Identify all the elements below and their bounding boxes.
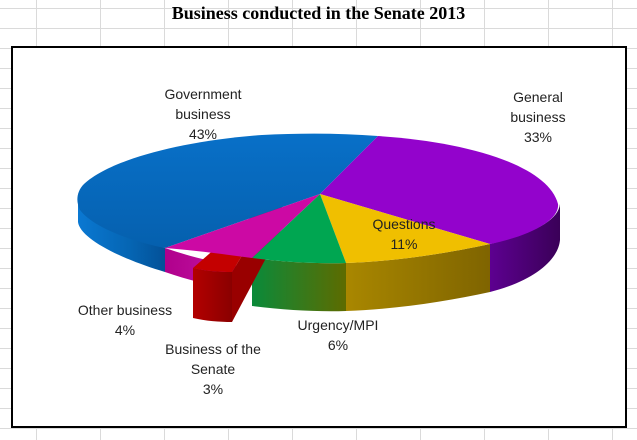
data-label-government-business: Government business 43% [128,84,278,144]
label-line: 6% [327,337,349,353]
label-line: 11% [390,236,418,252]
label-line: Business of the [165,341,261,357]
label-line: 43% [188,126,218,142]
slice-side-business-of-the-senate [193,268,232,322]
label-line: Urgency/MPI [297,317,379,333]
label-line: Senate [190,361,236,377]
chart-title: Business conducted in the Senate 2013 [171,3,466,23]
slice-top-government-business [77,133,378,248]
data-label-general-business: General business 33% [478,87,598,147]
data-label-business-of-the-senate: Business of the Senate 3% [143,339,283,399]
slice-top-general-business [320,136,559,244]
label-line: 33% [523,129,553,145]
data-label-questions: Questions 11% [354,214,454,254]
label-line: 4% [114,322,136,338]
data-label-other-business: Other business 4% [60,300,190,340]
slice-side-general-business [490,204,560,292]
data-label-urgency-mpi: Urgency/MPI 6% [278,315,398,355]
label-line: General [513,89,563,105]
label-line: 3% [202,381,224,397]
label-line: Questions [372,216,436,232]
label-line: Other business [77,302,173,318]
slice-top-urgency-mpi [252,194,346,264]
label-line: Government [164,86,242,102]
label-line: business [175,106,231,122]
slice-side-urgency-mpi [252,258,346,312]
slice-side-questions [346,244,490,311]
label-line: business [510,109,566,125]
slice-top-questions [320,194,490,263]
slice-top-other-business [165,194,320,258]
